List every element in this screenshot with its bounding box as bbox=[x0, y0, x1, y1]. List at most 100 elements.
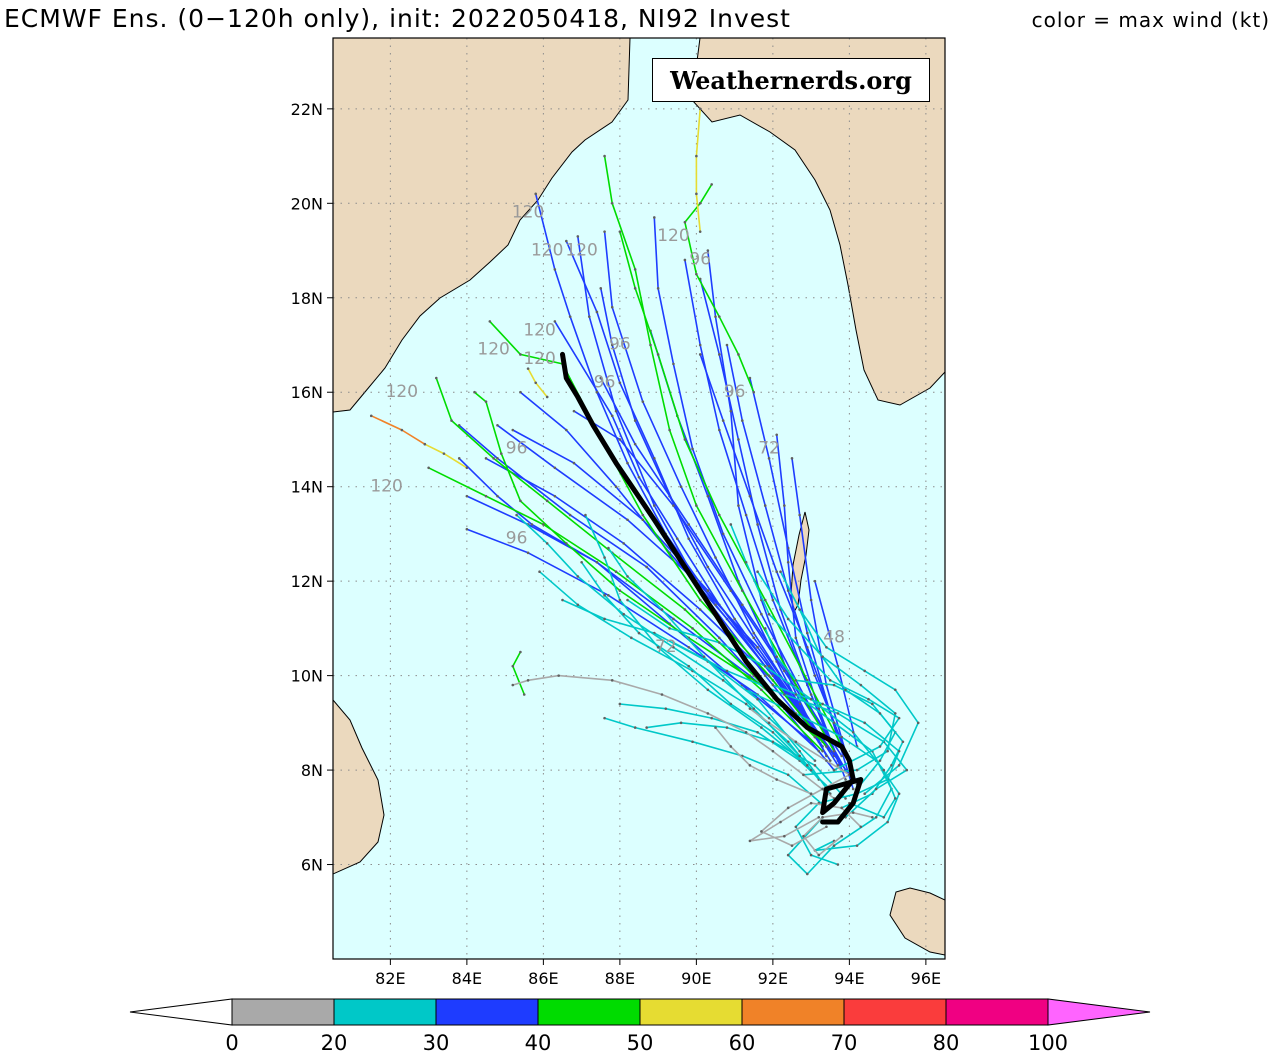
track-point bbox=[756, 570, 759, 574]
track-point bbox=[526, 367, 530, 370]
track-point bbox=[760, 830, 763, 833]
track-point bbox=[897, 749, 901, 753]
track-point bbox=[603, 556, 606, 559]
track-point bbox=[553, 494, 557, 498]
track-point bbox=[687, 645, 691, 649]
ensemble-track bbox=[749, 377, 854, 790]
track-point bbox=[763, 598, 767, 602]
track-point bbox=[828, 759, 832, 762]
track-point bbox=[706, 589, 710, 592]
track-point bbox=[851, 811, 855, 814]
forecast-hour-label: 72 bbox=[758, 439, 780, 459]
track-point bbox=[656, 353, 660, 356]
track-point bbox=[828, 679, 832, 682]
track-point bbox=[664, 707, 668, 710]
track-point bbox=[603, 716, 606, 720]
track-point bbox=[653, 216, 656, 219]
colorbar-tick-label: 0 bbox=[225, 1031, 238, 1055]
track-point bbox=[905, 768, 909, 772]
lat-tick-label: 6N bbox=[301, 856, 323, 875]
colorbar-swatch bbox=[741, 998, 845, 1026]
track-point bbox=[526, 551, 530, 555]
track-point bbox=[614, 570, 618, 574]
track-point bbox=[645, 565, 648, 569]
track-point bbox=[897, 764, 901, 767]
ensemble-track bbox=[695, 108, 701, 232]
forecast-hour-label: 96 bbox=[594, 373, 616, 393]
track-point bbox=[825, 754, 828, 758]
track-point bbox=[511, 683, 515, 687]
track-point bbox=[775, 778, 778, 781]
colorbar-swatch bbox=[639, 998, 743, 1026]
track-point bbox=[683, 220, 687, 224]
track-point bbox=[457, 457, 461, 460]
track-point bbox=[538, 570, 541, 574]
track-point bbox=[771, 740, 775, 744]
forecast-hour-label: 48 bbox=[823, 628, 845, 648]
track-point bbox=[729, 409, 733, 413]
track-point bbox=[679, 485, 683, 488]
track-point bbox=[794, 636, 798, 640]
track-point bbox=[568, 513, 572, 517]
track-point bbox=[809, 801, 813, 805]
track-point bbox=[561, 598, 564, 602]
colorbar-swatch bbox=[945, 998, 1049, 1026]
track-point bbox=[771, 598, 775, 602]
track-point bbox=[607, 594, 610, 597]
ensemble-tracks bbox=[369, 107, 920, 876]
forecast-hour-label: 96 bbox=[689, 250, 711, 270]
track-point bbox=[809, 853, 813, 857]
forecast-hour-label: 120 bbox=[531, 240, 563, 260]
track-point bbox=[809, 693, 813, 696]
ensemble-track bbox=[466, 495, 812, 743]
track-point bbox=[809, 792, 813, 795]
track-point bbox=[496, 423, 499, 427]
track-point bbox=[626, 575, 629, 578]
track-point bbox=[794, 740, 798, 744]
track-point bbox=[584, 513, 587, 517]
track-point bbox=[515, 513, 518, 517]
track-point bbox=[817, 816, 821, 819]
track-point bbox=[427, 466, 430, 470]
ensemble-track bbox=[435, 377, 816, 738]
track-point bbox=[565, 542, 568, 545]
track-point bbox=[832, 749, 836, 753]
track-point bbox=[718, 428, 721, 432]
ensemble-track bbox=[749, 708, 851, 847]
forecast-hour-label: 120 bbox=[657, 226, 689, 246]
track-point bbox=[599, 287, 603, 290]
track-point bbox=[882, 768, 886, 772]
track-point bbox=[832, 768, 836, 772]
colorbar-tick-label: 40 bbox=[525, 1031, 552, 1055]
track-point bbox=[767, 716, 771, 720]
forecast-hour-label: 96 bbox=[609, 335, 631, 355]
track-point bbox=[763, 664, 767, 668]
track-point bbox=[645, 726, 648, 729]
track-point bbox=[798, 645, 801, 649]
track-point bbox=[653, 457, 656, 460]
colorbar-tick-label: 70 bbox=[831, 1031, 858, 1055]
track-point bbox=[783, 834, 786, 838]
track-point bbox=[771, 683, 775, 687]
longitude-ticks: 82E 84E 86E 88E 90E 92E 94E 96E bbox=[375, 959, 941, 988]
colorbar-tick-label: 80 bbox=[933, 1031, 960, 1055]
track-point bbox=[878, 745, 882, 748]
track-point bbox=[809, 768, 813, 772]
track-point bbox=[656, 645, 660, 649]
track-point bbox=[683, 608, 687, 611]
track-point bbox=[840, 754, 844, 758]
track-point bbox=[553, 466, 557, 470]
ensemble-track bbox=[673, 641, 908, 818]
track-point bbox=[641, 400, 645, 403]
track-point bbox=[771, 730, 775, 734]
track-point bbox=[488, 320, 492, 323]
sri-lanka-landmass bbox=[333, 699, 385, 875]
track-point bbox=[465, 527, 469, 531]
track-point bbox=[496, 457, 499, 460]
track-point bbox=[599, 376, 603, 380]
track-point bbox=[794, 679, 798, 682]
track-point bbox=[718, 353, 721, 356]
track-point bbox=[492, 457, 495, 460]
track-point bbox=[748, 494, 752, 498]
